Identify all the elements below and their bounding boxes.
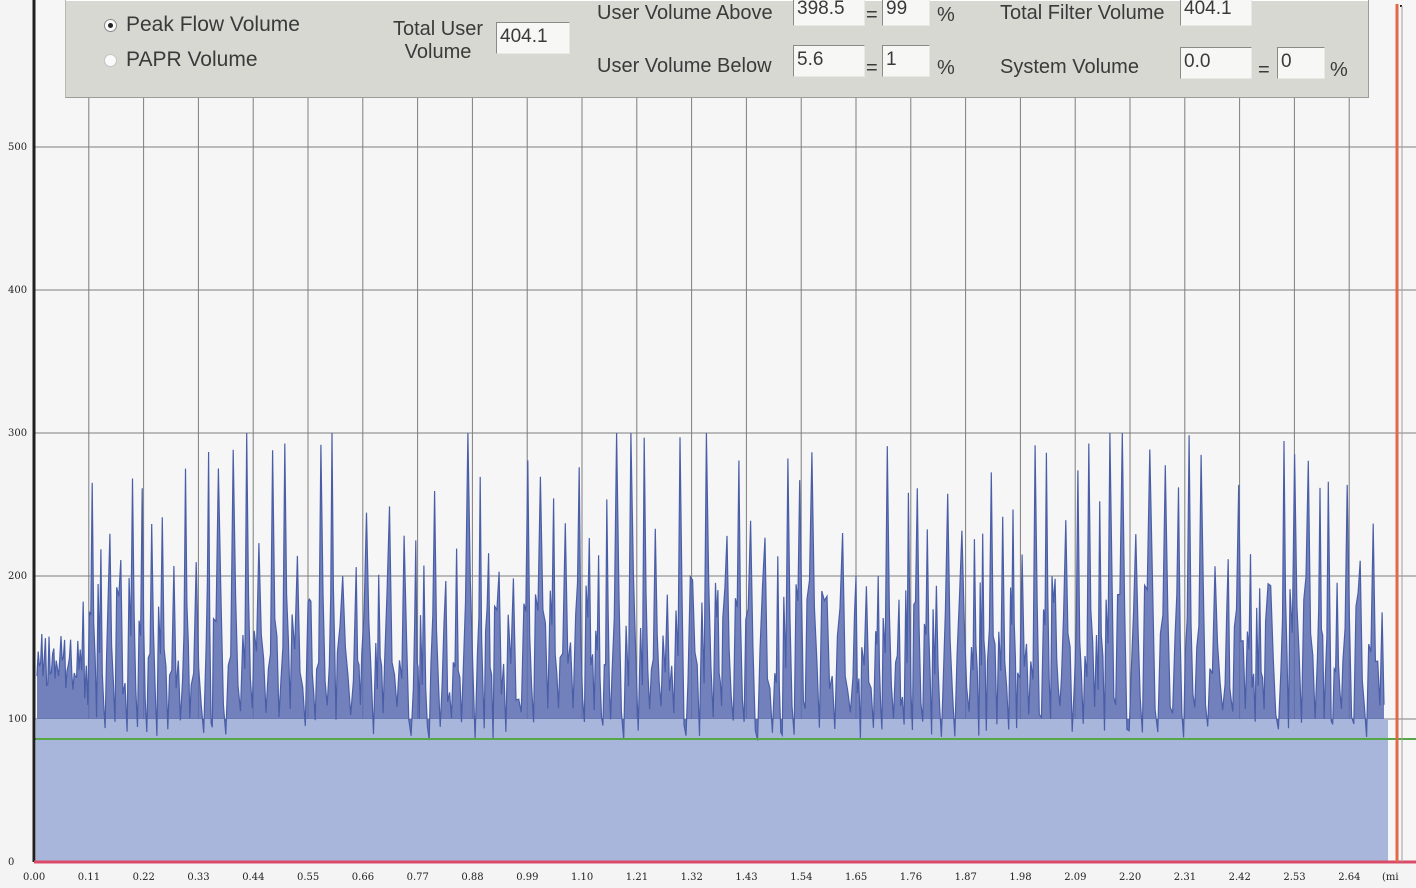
user-volume-above-percent-field[interactable]: 99: [882, 0, 930, 26]
volume-fill-area: [36, 719, 1388, 862]
system-volume-field[interactable]: 0.0: [1180, 47, 1252, 79]
percent-sign: %: [1330, 59, 1348, 81]
user-volume-above-label: User Volume Above: [597, 2, 773, 24]
user-volume-below-field[interactable]: 5.6: [793, 45, 865, 77]
radio-peak-flow-volume[interactable]: Peak Flow Volume: [104, 13, 300, 37]
radio-unselected-icon: [104, 53, 117, 67]
volume-fill-area-rect: [36, 719, 1388, 862]
total-filter-volume-field[interactable]: 404.1: [1180, 0, 1252, 26]
x-unit-label: (mi: [1382, 872, 1399, 883]
radio-label: PAPR Volume: [126, 48, 258, 71]
y-tick-label: 400: [8, 285, 27, 296]
y-tick-label: 0: [8, 857, 14, 868]
x-tick-label: 1.98: [1009, 872, 1031, 883]
x-axis-ticks: 0.00 0.11 0.22 0.33 0.44 0.55 0.66 0.77 0.88 0.99…: [23, 872, 1399, 883]
x-tick-label: 0.11: [78, 872, 100, 883]
x-tick-label: 0.22: [133, 872, 155, 883]
x-tick-label: 0.44: [242, 872, 264, 883]
x-tick-label: 0.66: [352, 872, 374, 883]
volume-control-panel: Peak Flow Volume PAPR Volume Total User …: [65, 0, 1369, 98]
x-tick-label: 1.54: [790, 872, 812, 883]
y-tick-label: 200: [8, 571, 27, 582]
x-tick-label: 1.21: [626, 872, 648, 883]
percent-sign: %: [937, 57, 955, 79]
x-tick-label: 0.88: [461, 872, 483, 883]
label-line-2: Volume: [404, 41, 472, 63]
equals-sign: =: [866, 57, 878, 79]
user-volume-above-field[interactable]: 398.5: [793, 0, 865, 26]
y-tick-label: 100: [8, 714, 27, 725]
x-tick-label: 1.76: [900, 872, 922, 883]
x-tick-label: 2.20: [1119, 872, 1141, 883]
x-tick-label: 1.32: [681, 872, 703, 883]
x-tick-label: 0.99: [516, 872, 538, 883]
system-volume-percent-field[interactable]: 0: [1277, 47, 1325, 79]
label-line-1: Total User: [392, 18, 484, 40]
x-tick-label: 2.64: [1338, 872, 1360, 883]
x-tick-label: 0.77: [407, 872, 429, 883]
radio-selected-icon: [104, 18, 117, 32]
equals-sign: =: [866, 4, 878, 26]
total-user-volume-field[interactable]: 404.1: [496, 22, 570, 54]
x-tick-label: 0.55: [297, 872, 319, 883]
y-tick-label: 300: [8, 428, 27, 439]
x-tick-label: 2.31: [1174, 872, 1196, 883]
x-tick-label: 1.65: [845, 872, 867, 883]
x-tick-label: 1.87: [955, 872, 977, 883]
x-tick-label: 2.09: [1064, 872, 1086, 883]
x-tick-label: 1.10: [571, 872, 593, 883]
equals-sign: =: [1258, 59, 1270, 81]
total-filter-volume-label: Total Filter Volume: [1000, 2, 1165, 24]
x-tick-label: 2.42: [1229, 872, 1251, 883]
x-tick-label: 0.33: [187, 872, 209, 883]
x-tick-label: 2.53: [1283, 872, 1305, 883]
flow-series: [36, 432, 1385, 741]
radio-papr-volume[interactable]: PAPR Volume: [104, 48, 258, 72]
flow-series-fill: [37, 433, 1384, 741]
total-user-volume-label: Total User Volume: [384, 18, 492, 64]
user-volume-below-percent-field[interactable]: 1: [882, 45, 930, 77]
y-axis-ticks: 0 100 200 300 400 500: [8, 142, 27, 868]
y-tick-label: 500: [8, 142, 27, 153]
flow-series-line: [36, 432, 1385, 741]
x-tick-label: 0.00: [23, 872, 45, 883]
percent-sign: %: [937, 4, 955, 26]
user-volume-below-label: User Volume Below: [597, 55, 772, 77]
system-volume-label: System Volume: [1000, 56, 1139, 78]
chart-axes: [32, 0, 1416, 864]
radio-label: Peak Flow Volume: [126, 13, 300, 36]
x-tick-label: 1.43: [735, 872, 757, 883]
